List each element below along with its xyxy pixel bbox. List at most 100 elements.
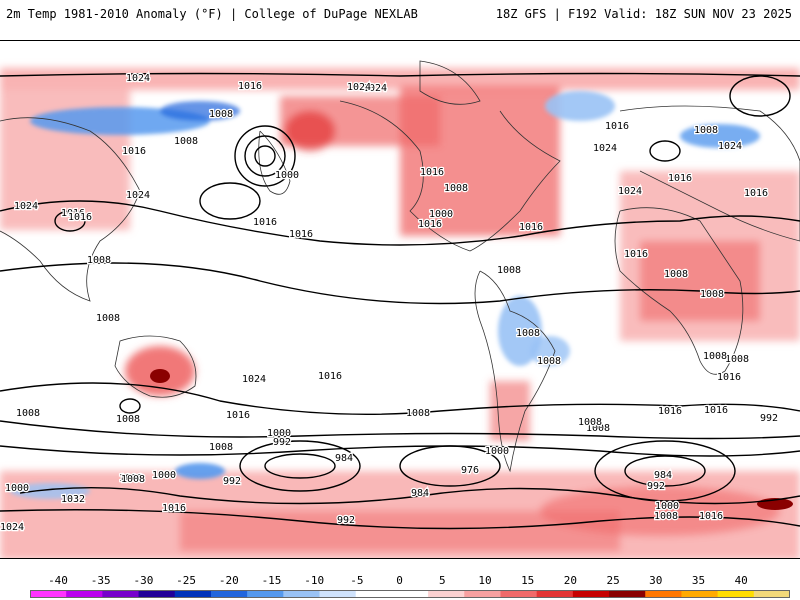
contour-label: 1016 xyxy=(122,146,146,157)
colorbar-tick-label: 5 xyxy=(438,574,446,587)
contour-label: 984 xyxy=(335,453,353,464)
colorbar-swatch xyxy=(102,590,140,598)
contour-label: 1024 xyxy=(718,141,742,152)
contour-label: 1016 xyxy=(318,371,342,382)
colorbar-swatch xyxy=(283,590,321,598)
colorbar-swatch xyxy=(30,590,67,598)
map-title: 2m Temp 1981-2010 Anomaly (°F) | College… xyxy=(6,7,418,21)
colorbar-tick-label: -5 xyxy=(350,574,364,587)
contour-label: 1024 xyxy=(618,186,642,197)
contour-label: 992 xyxy=(647,481,665,492)
contour-label: 1008 xyxy=(703,351,727,362)
contour-label: 1024 xyxy=(363,83,387,94)
colorbar-swatch xyxy=(66,590,103,598)
contour-label: 1008 xyxy=(700,289,724,300)
colorbar-tick-label: 40 xyxy=(734,574,748,587)
contour-label: 1016 xyxy=(418,219,442,230)
contour-label: 1016 xyxy=(668,173,692,184)
colorbar-swatch xyxy=(391,590,429,598)
contour-label: 1008 xyxy=(444,183,468,194)
colorbar-tick-label: -40 xyxy=(48,574,68,587)
colorbar-tick-label: -25 xyxy=(176,574,197,587)
contour-label: 1024 xyxy=(347,82,371,93)
colorbar-swatch xyxy=(536,590,574,598)
colorbar-swatch xyxy=(717,590,755,598)
contour-label: 992 xyxy=(223,476,241,487)
colorbar-tick-label: 0 xyxy=(396,574,403,587)
contour-label: 1000 xyxy=(485,446,509,457)
colorbar-tick-label: 10 xyxy=(478,574,492,587)
contour-label: 1016 xyxy=(744,188,768,199)
colorbar-swatch xyxy=(210,590,248,598)
contour-label: 1008 xyxy=(209,442,233,453)
colorbar-tick-label: 15 xyxy=(521,574,535,587)
colorbar-swatch xyxy=(500,590,538,598)
contour-label: 1000 xyxy=(152,470,176,481)
contour-label: 1008 xyxy=(725,354,749,365)
contour-label: 1000 xyxy=(275,170,299,181)
colorbar-swatch xyxy=(247,590,284,598)
pressure-contours xyxy=(0,72,800,530)
colorbar-tick-label: -35 xyxy=(90,574,111,587)
colorbar-tick-label: -30 xyxy=(133,574,154,587)
contour-label: 1016 xyxy=(605,121,629,132)
contour-label: 1016 xyxy=(624,249,648,260)
map-panel: 1024 1016 1024 1008 1016 1008 1000 1016 1016 1024… xyxy=(0,40,800,559)
contour-label: 1024 xyxy=(0,522,24,533)
contour-label: 1008 xyxy=(209,109,233,120)
contour-label: 1024 xyxy=(126,190,150,201)
contour-label: 992 xyxy=(760,413,778,424)
colorbar-swatch xyxy=(174,590,212,598)
contour-label: 1016 xyxy=(717,372,741,383)
contour-label: 1008 xyxy=(516,328,540,339)
colorbar-swatch xyxy=(645,590,682,598)
colorbar-tick-label: 30 xyxy=(649,574,663,587)
contour-label: 1016 xyxy=(519,222,543,233)
contour-label: 1000 xyxy=(655,501,679,512)
contour-label: 1016 xyxy=(704,405,728,416)
contour-label: 1016 xyxy=(226,410,250,421)
colorbar-swatch xyxy=(138,590,176,598)
contour-label: 1008 xyxy=(654,511,678,522)
colorbar-swatch xyxy=(428,590,465,598)
contour-label: 1008 xyxy=(119,473,143,484)
contour-label: 984 xyxy=(654,470,672,481)
colorbar-swatch xyxy=(753,590,790,598)
contour-label: 1008 xyxy=(87,255,111,266)
colorbar-swatch xyxy=(355,590,393,598)
contour-label: 1008 xyxy=(586,423,610,434)
colorbar-tick-label: 20 xyxy=(563,574,578,587)
colorbar-swatch xyxy=(572,590,610,598)
contour-label: 1024 xyxy=(242,374,266,385)
model-run-info: 18Z GFS | F192 Valid: 18Z SUN NOV 23 202… xyxy=(495,7,792,21)
contour-label: 1024 xyxy=(126,73,150,84)
contour-label: 1024 xyxy=(14,201,38,212)
contour-label: 1000 xyxy=(429,209,453,220)
map-header: 2m Temp 1981-2010 Anomaly (°F) | College… xyxy=(0,0,800,30)
contour-label: 1008 xyxy=(174,136,198,147)
cold-anomaly-shading xyxy=(10,91,760,499)
contour-label: 1008 xyxy=(694,125,718,136)
contour-label: 1024 xyxy=(593,143,617,154)
contour-label: 1008 xyxy=(578,417,602,428)
contour-label: 1008 xyxy=(96,313,120,324)
contour-label: 984 xyxy=(411,488,429,499)
colorbar-tick-label: 35 xyxy=(691,574,706,587)
contour-label: 1008 xyxy=(664,269,688,280)
colorbar-tick-label: 25 xyxy=(606,574,620,587)
contour-label: 992 xyxy=(337,515,355,526)
contour-label: 1008 xyxy=(537,356,561,367)
contour-label: 976 xyxy=(461,465,479,476)
contour-label: 1016 xyxy=(699,511,723,522)
colorbar-swatch xyxy=(464,590,501,598)
contour-label: 1016 xyxy=(238,81,262,92)
contour-label: 1008 xyxy=(406,408,430,419)
contour-label: 1016 xyxy=(162,503,186,514)
contour-label: 1000 xyxy=(267,428,291,439)
colorbar-outline xyxy=(30,590,790,598)
contour-label: 1008 xyxy=(16,408,40,419)
colorbar-tick-label: -10 xyxy=(304,574,325,587)
contour-label: 1032 xyxy=(61,494,85,505)
